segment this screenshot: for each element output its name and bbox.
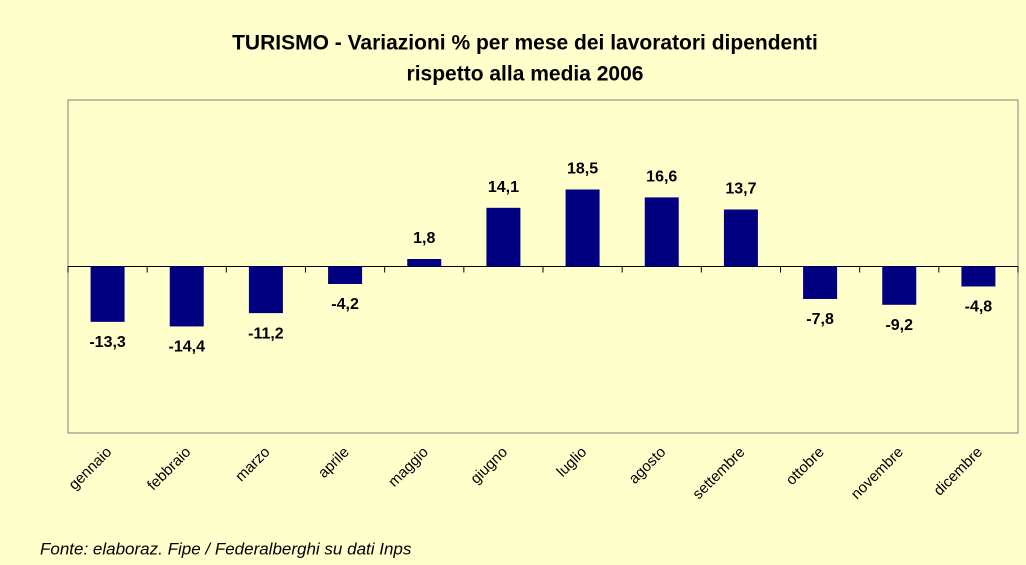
- data-label: -13,3: [89, 334, 126, 351]
- data-label: 13,7: [725, 181, 756, 198]
- bar: [328, 266, 363, 284]
- data-label: 14,1: [488, 179, 519, 196]
- chart-title: rispetto alla media 2006: [407, 63, 644, 86]
- bar: [248, 266, 283, 314]
- data-label: -7,8: [806, 311, 834, 328]
- bar: [882, 266, 917, 305]
- bar: [723, 209, 758, 267]
- bar: [961, 266, 996, 287]
- bar: [90, 266, 125, 322]
- data-label: 18,5: [567, 161, 598, 178]
- data-label: -4,8: [965, 299, 993, 316]
- chart-title: TURISMO - Variazioni % per mese dei lavo…: [232, 32, 818, 55]
- data-label: -9,2: [885, 317, 913, 334]
- data-label: -11,2: [248, 325, 284, 342]
- data-label: -4,2: [331, 296, 359, 313]
- data-label: -14,4: [169, 339, 206, 356]
- bar: [644, 197, 679, 267]
- source-note: Fonte: elaboraz. Fipe / Federalberghi su…: [40, 539, 412, 558]
- data-label: 1,8: [413, 230, 435, 247]
- bar: [565, 189, 600, 267]
- data-label: 16,6: [646, 169, 677, 186]
- bar: [169, 266, 204, 327]
- bar: [407, 259, 442, 267]
- bar: [803, 266, 838, 299]
- bar: [486, 207, 521, 267]
